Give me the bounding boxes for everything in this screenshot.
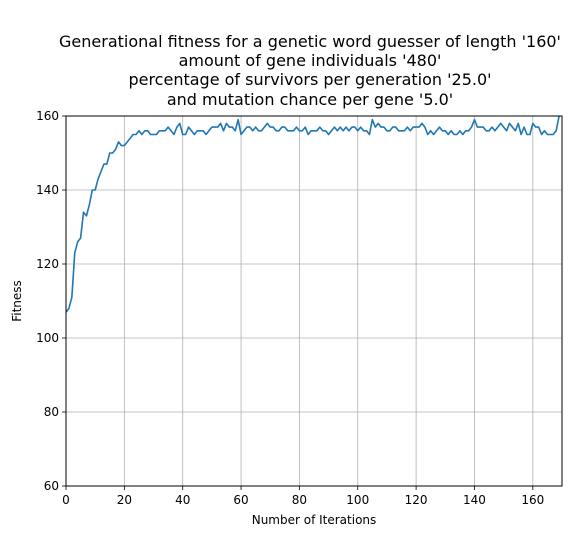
chart-title: Generational fitness for a genetic word … bbox=[59, 32, 561, 109]
x-tick-label: 60 bbox=[233, 493, 248, 507]
y-tick-label: 160 bbox=[36, 109, 59, 123]
axis-ticks: 0 20 40 60 80 100 120 140 160 60 80 100 120 140 160 bbox=[36, 109, 544, 507]
title-line-1: Generational fitness for a genetic word … bbox=[59, 32, 561, 51]
grid bbox=[65, 115, 562, 487]
y-axis-label: Fitness bbox=[10, 280, 24, 322]
x-tick-label: 120 bbox=[405, 493, 428, 507]
x-tick-label: 160 bbox=[521, 493, 544, 507]
x-tick-label: 80 bbox=[292, 493, 307, 507]
y-tick-label: 100 bbox=[36, 331, 59, 345]
y-tick-label: 80 bbox=[44, 405, 59, 419]
x-tick-label: 140 bbox=[463, 493, 486, 507]
y-tick-label: 140 bbox=[36, 183, 59, 197]
y-tick-label: 60 bbox=[44, 479, 59, 493]
x-tick-label: 40 bbox=[175, 493, 190, 507]
x-tick-label: 0 bbox=[62, 493, 70, 507]
x-tick-label: 20 bbox=[117, 493, 132, 507]
x-axis-label: Number of Iterations bbox=[252, 513, 377, 527]
fitness-series-line bbox=[65, 115, 560, 313]
title-line-3: percentage of survivors per generation '… bbox=[128, 70, 491, 89]
title-line-4: and mutation chance per gene '5.0' bbox=[167, 90, 453, 109]
x-tick-label: 100 bbox=[346, 493, 369, 507]
plot-area-frame bbox=[65, 115, 563, 487]
title-line-2: amount of gene individuals '480' bbox=[179, 51, 442, 70]
y-tick-label: 120 bbox=[36, 257, 59, 271]
